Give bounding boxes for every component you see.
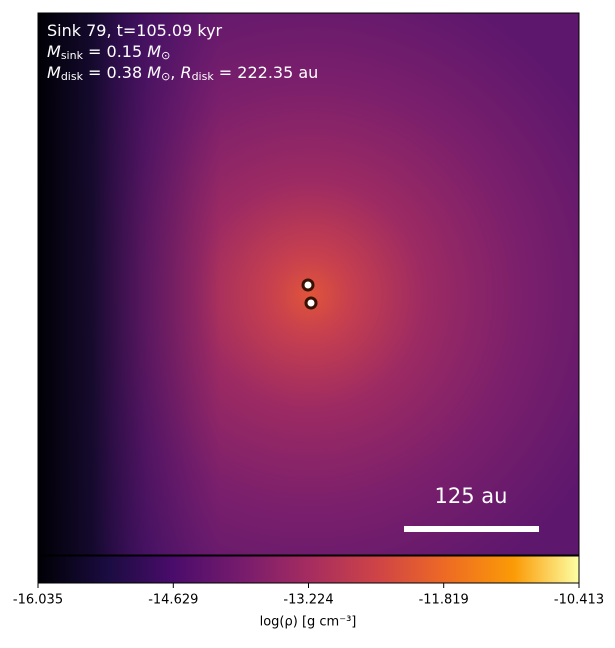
- colorbar-tick-label: -11.819: [419, 593, 469, 608]
- annotation-part: = 222.35 au: [214, 63, 319, 82]
- sink-particle: [301, 278, 315, 292]
- annotation-part: = 0.38: [83, 63, 147, 82]
- annotation-part: ⊙: [161, 70, 170, 83]
- colorbar-label: log(ρ) [g cm⁻³]: [260, 615, 357, 630]
- colorbar-tick-label: -16.035: [13, 593, 63, 608]
- annotation-part: M: [47, 42, 61, 61]
- sink-particle: [304, 296, 318, 310]
- colorbar-tick-label: -13.224: [283, 593, 333, 608]
- annotation-part: = 0.15: [83, 42, 147, 61]
- colorbar-tick-label: -10.413: [554, 593, 604, 608]
- annotation-part: M: [147, 63, 161, 82]
- annotation-part: disk: [61, 70, 84, 83]
- annotation-part: disk: [192, 70, 215, 83]
- annotation-part: M: [147, 42, 161, 61]
- annotation-line: Msink = 0.15 M⊙: [47, 42, 170, 63]
- annotation-part: sink: [61, 49, 84, 62]
- annotation-part: ,: [170, 63, 180, 82]
- annotation-part: ⊙: [161, 49, 170, 62]
- annotation-line: Mdisk = 0.38 M⊙, Rdisk = 222.35 au: [47, 63, 318, 84]
- annotation-line: Sink 79, t=105.09 kyr: [47, 21, 223, 40]
- image-frame: [37, 12, 580, 556]
- colorbar-ticks: -16.035 -14.629 -13.224 -11.819 -10.413: [13, 583, 604, 608]
- colorbar-tick-label: -14.629: [148, 593, 198, 608]
- annotation-part: M: [47, 63, 61, 82]
- scale-bar-label: 125 au: [435, 484, 508, 508]
- low-density-region: [38, 13, 238, 555]
- annotation-part: R: [180, 63, 191, 82]
- annotation-part: Sink 79, t=105.09 kyr: [47, 21, 223, 40]
- colorbar: [37, 555, 580, 584]
